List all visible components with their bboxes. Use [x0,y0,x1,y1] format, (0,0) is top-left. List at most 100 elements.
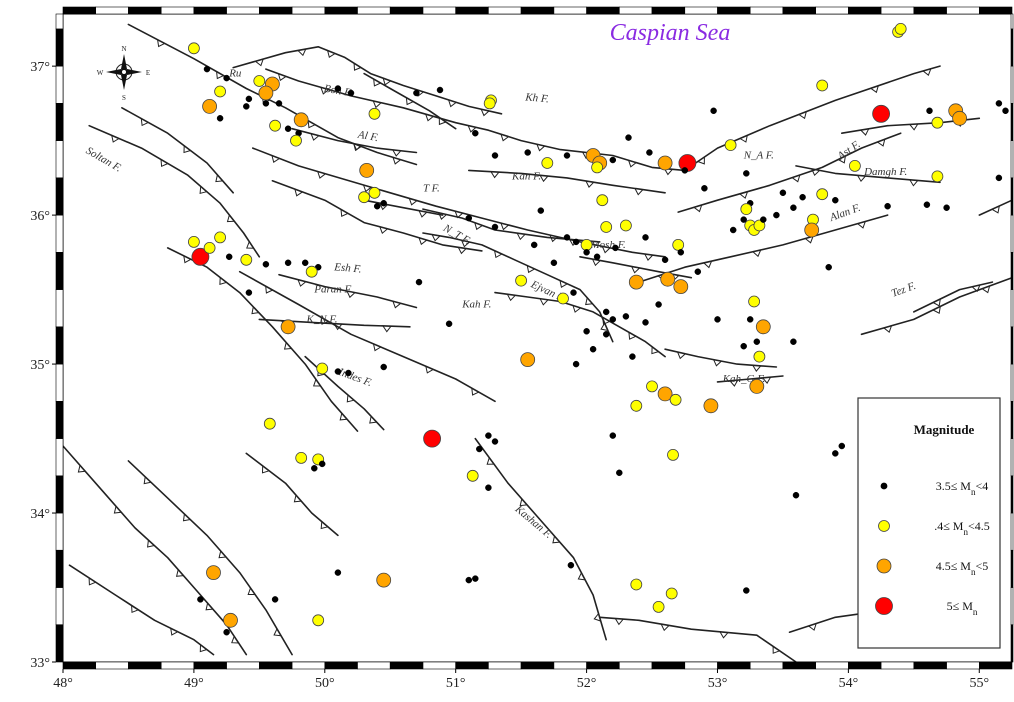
fault-barb-icon [857,221,866,229]
earthquake-marker [673,279,689,295]
frame-segment-left [55,363,64,402]
earthquake-marker [301,259,309,267]
fault-barb-icon [739,191,748,199]
fault-barb-icon [77,465,86,473]
frame-segment-top [357,6,391,15]
earthquake-marker [563,234,571,241]
earthquake-marker [572,360,580,368]
earthquake-marker [740,342,747,350]
fault-barb-icon [539,298,549,306]
frame-segment-top [520,6,555,15]
frame-segment-top [586,6,620,15]
fault-line [166,247,359,432]
frame-segment-bottom [782,661,816,670]
earthquake-marker [629,353,636,360]
fault-line [467,169,666,194]
earthquake-marker [316,362,329,375]
x-tick-label: 52° [577,676,597,691]
fault-label: Kan F. [511,170,541,182]
frame-segment-right [1010,512,1014,551]
frame-segment-bottom [455,661,489,670]
x-tick-label: 48° [53,676,73,691]
legend-label-subscript: n [971,567,976,577]
fault-barb-icon [293,494,302,503]
frame-segment-bottom [749,661,784,670]
frame-segment-top [618,6,653,15]
frame-segment-left [55,549,64,588]
earthquake-marker [760,216,767,223]
earthquake-marker [995,100,1003,107]
fault-barb-icon [140,118,149,127]
fault-barb-icon [448,99,457,108]
earthquake-marker [520,352,536,368]
frame-segment-top [880,6,915,15]
earthquake-marker [681,167,689,174]
fault-barb-icon [143,476,152,485]
earthquake-marker [262,100,270,107]
fault-barb-icon [88,577,96,586]
earthquake-marker [515,274,527,287]
earthquake-marker [262,261,270,268]
fault-line [127,23,418,166]
earthquake-marker [746,316,754,323]
fault-barb-icon [392,157,401,165]
fault-barb-icon [486,457,495,465]
fault-barb-icon [278,73,287,82]
earthquake-marker [625,134,632,141]
frame-segment-top [978,6,1013,15]
earthquake-marker [667,448,679,461]
y-tick-label: 35° [30,358,50,373]
earthquake-marker [223,612,238,628]
fault-barb-icon [614,618,624,626]
earthquake-marker [591,161,603,174]
legend-marker [880,482,888,490]
fault-barb-icon [703,260,713,269]
fault-barb-icon [425,366,434,374]
earthquake-marker [197,596,204,603]
fault-barb-icon [490,171,500,179]
earthquake-marker [655,301,662,308]
earthquake-marker [646,149,653,156]
fault-label: Paran F. [313,284,352,296]
y-tick-label: 36° [30,209,50,224]
earthquake-marker [832,196,839,204]
frame-segment-bottom [389,661,424,670]
fault-barb-icon [506,294,516,302]
frame-segment-bottom [520,661,555,670]
frame-segment-left [55,587,64,626]
frame-segment-top [815,6,849,15]
fault-barb-icon [405,97,414,106]
earthquake-marker [245,289,253,296]
fault-line [474,437,608,641]
earthquake-marker [740,216,747,223]
frame-segment-bottom [651,661,686,670]
fault-barb-icon [320,521,328,530]
frame-segment-bottom [488,661,522,670]
fault-line [363,72,457,130]
earthquake-marker [748,295,760,308]
earthquake-marker [305,265,318,278]
earthquake-marker [642,319,649,326]
earthquake-marker [311,465,318,472]
fault-barb-icon [461,240,470,248]
earthquake-marker [263,417,276,430]
fault-barb-icon [320,317,329,325]
fault-barb-icon [480,109,490,117]
earthquake-marker [612,244,619,252]
fault-barb-icon [226,214,235,223]
earthquake-marker [609,156,617,164]
earthquake-marker [593,253,601,261]
earthquake-marker [563,152,571,159]
frame-segment-top [226,6,260,15]
frame-segment-bottom [62,661,97,670]
fault-barb-icon [265,286,273,294]
legend-label-range: <5 [975,559,988,573]
earthquake-marker [203,241,216,254]
earthquake-marker [816,79,829,92]
fault-barb-icon [932,298,941,307]
fault-barb-icon [628,332,637,340]
fault-barb-icon [600,322,608,331]
frame-segment-bottom [291,661,326,670]
fault-barb-icon [346,290,356,299]
